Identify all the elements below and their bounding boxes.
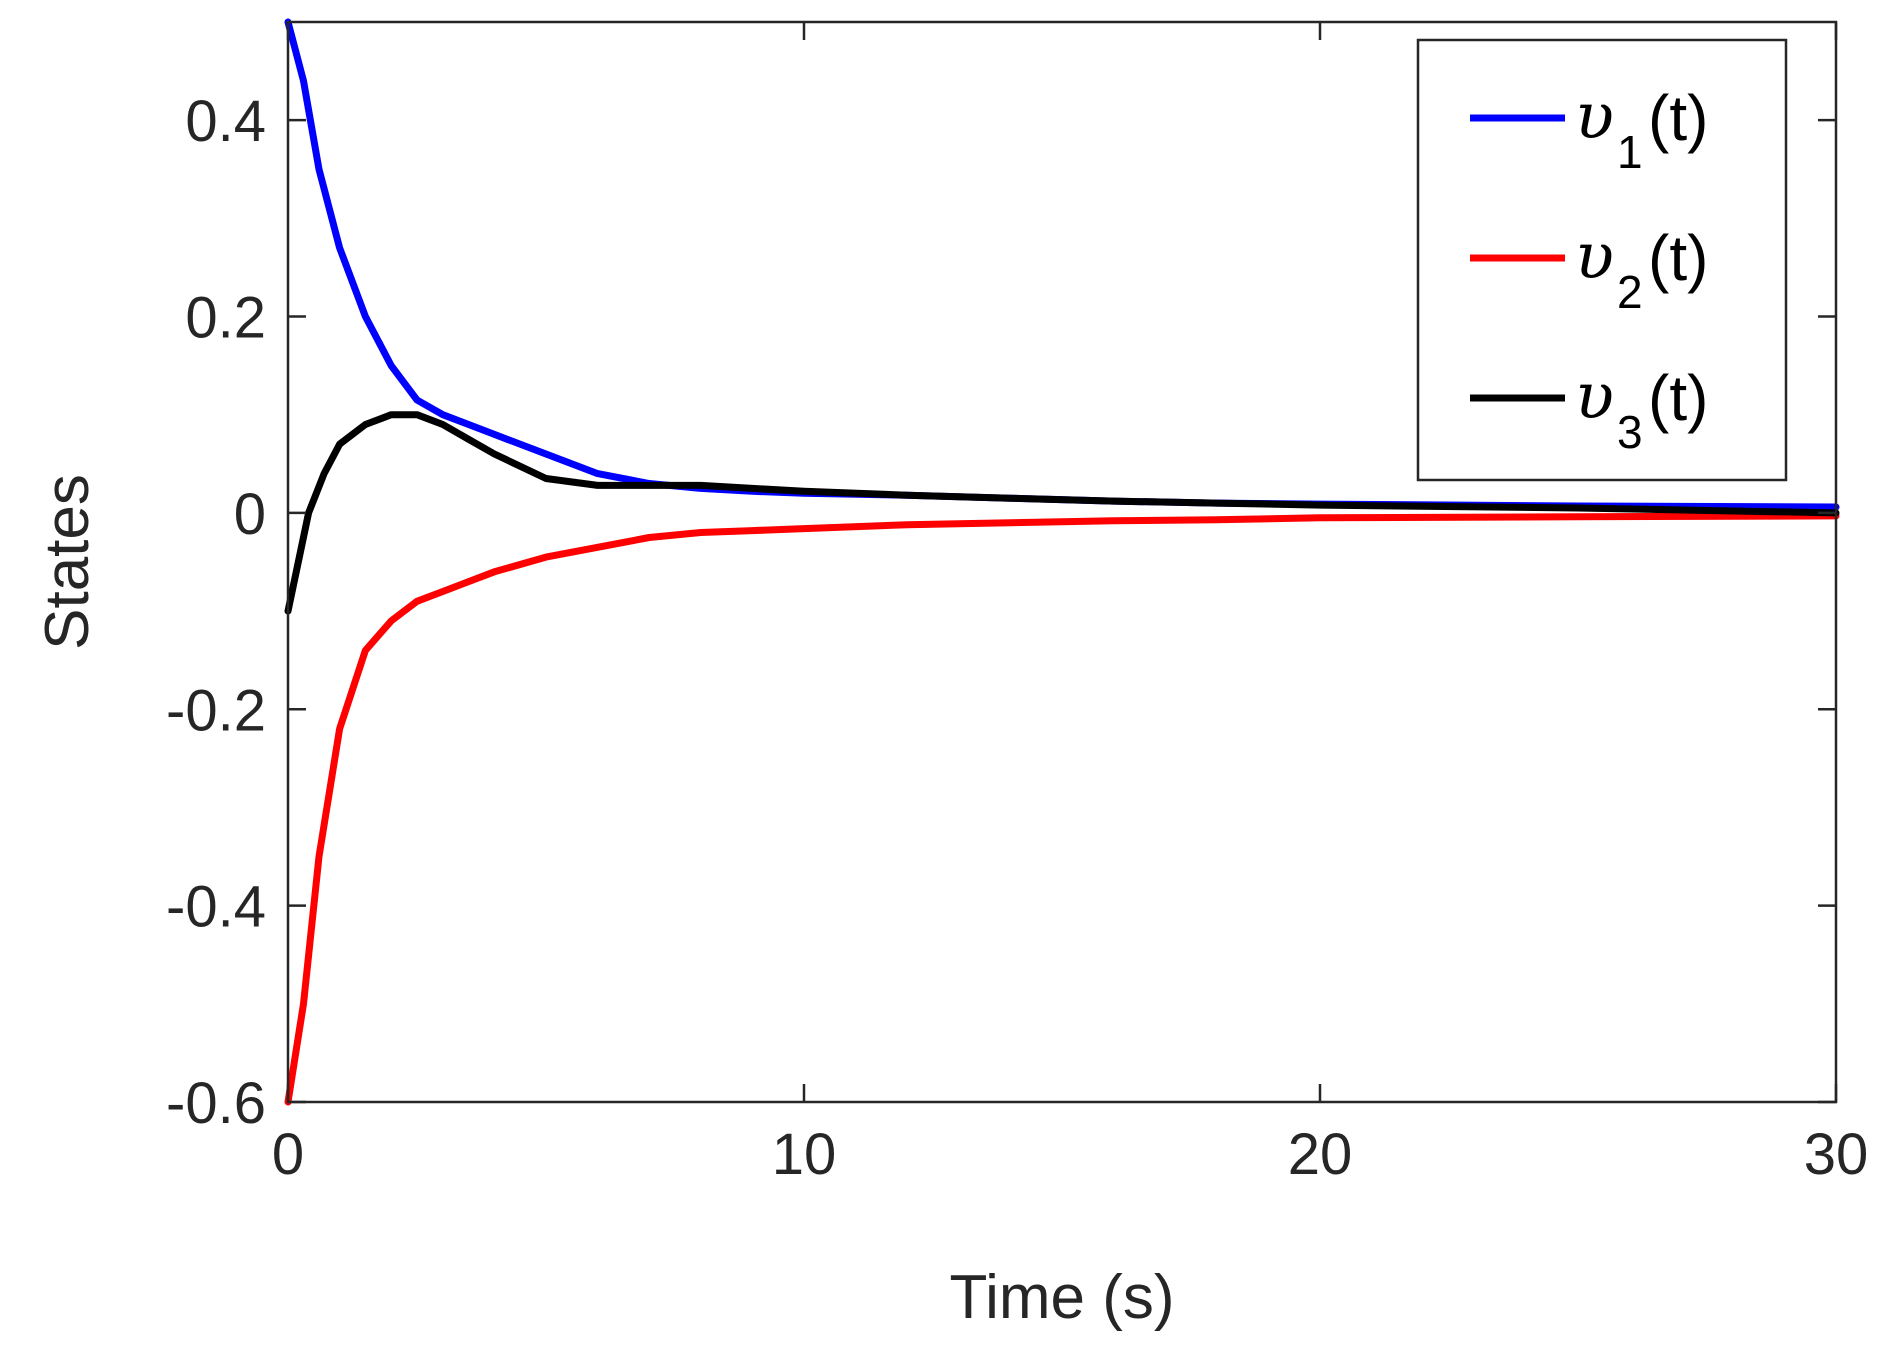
series-layer <box>284 18 1840 1106</box>
y-tick-label: 0.4 <box>185 89 266 154</box>
y-tick-label: -0.6 <box>166 1071 266 1136</box>
y-axis-label: States <box>33 474 102 650</box>
legend-symbol: υ <box>1575 80 1614 154</box>
y-tick-label: 0 <box>234 482 266 547</box>
legend-suffix: (t) <box>1648 82 1708 154</box>
legend-subscript: 2 <box>1617 266 1643 318</box>
ticks-layer: 0 10 20 30 -0.6 -0.4 -0.2 0 0.2 0.4 <box>166 22 1868 1187</box>
x-tick-label: 10 <box>772 1122 837 1187</box>
legend-suffix: (t) <box>1648 362 1708 434</box>
legend-subscript: 3 <box>1617 406 1643 458</box>
legend-suffix: (t) <box>1648 222 1708 294</box>
legend-symbol: υ <box>1575 360 1614 434</box>
x-tick-label: 30 <box>1804 1122 1869 1187</box>
legend-subscript: 1 <box>1617 126 1643 178</box>
x-axis-label: Time (s) <box>950 1263 1175 1332</box>
series-line-v3 <box>284 411 1840 615</box>
legend: υ 1 (t)υ 2 (t)υ 3 (t) <box>1416 38 1788 482</box>
x-tick-label: 20 <box>1288 1122 1353 1187</box>
axes-box <box>286 20 1838 1104</box>
y-tick-label: 0.2 <box>185 286 266 351</box>
x-tick-label: 0 <box>272 1122 304 1187</box>
y-tick-label: -0.2 <box>166 678 266 743</box>
series-line-v2 <box>284 512 1840 1106</box>
y-tick-label: -0.4 <box>166 875 266 940</box>
legend-symbol: υ <box>1575 220 1614 294</box>
